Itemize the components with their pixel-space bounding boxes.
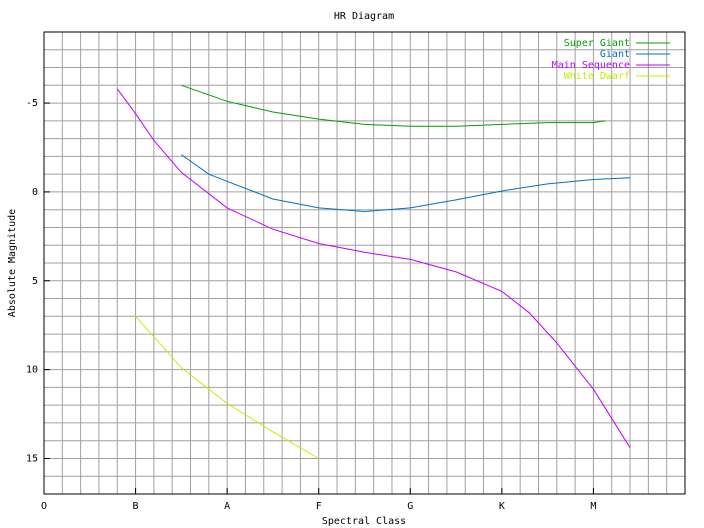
legend-label: White Dwarf [564,71,630,82]
y-tick-label: -5 [26,98,38,109]
x-tick-label: M [590,501,596,512]
series-line [135,315,319,459]
legend-label: Super Giant [564,38,630,49]
chart-title: HR Diagram [334,11,394,22]
x-tick-label: O [41,501,47,512]
x-tick-label: A [224,501,230,512]
x-tick-label: B [133,501,139,512]
y-tick-label: 15 [26,453,38,464]
legend-label: Giant [600,49,630,60]
y-tick-label: 10 [26,365,38,376]
x-tick-label: F [316,501,322,512]
series-line [181,84,606,127]
y-tick-label: 0 [32,187,38,198]
series-line [116,88,631,449]
legend-label: Main Sequence [552,60,630,71]
x-tick-label: K [499,501,505,512]
y-tick-label: 5 [32,276,38,287]
x-tick-label: G [407,501,413,512]
y-axis-label: Absolute Magnitude [7,209,18,317]
x-axis-label: Spectral Class [322,516,406,527]
series-line [181,154,631,213]
plot-frame [43,31,686,495]
